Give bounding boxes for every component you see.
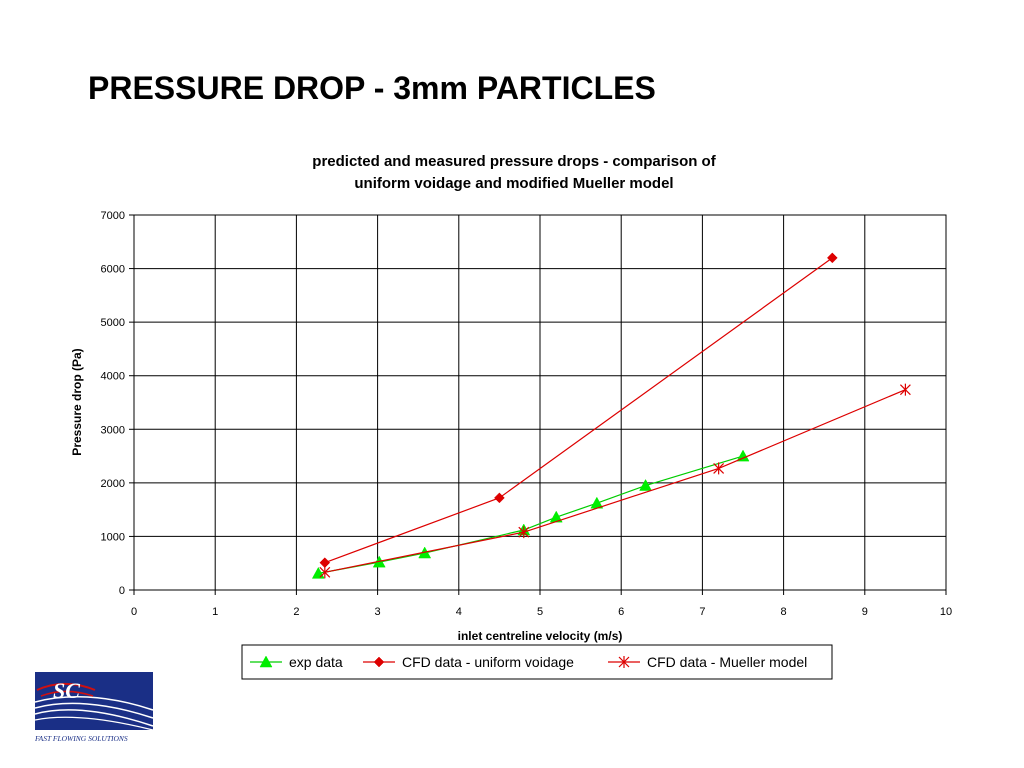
- chart-title-line-2: uniform voidage and modified Mueller mod…: [354, 175, 673, 192]
- legend-entry-diamond: CFD data - uniform voidage: [363, 654, 574, 670]
- logo-sc-mark: SC: [53, 678, 80, 703]
- y-tick-label: 5000: [101, 317, 125, 329]
- legend-marker-triangle: [259, 655, 273, 668]
- legend-entry-asterisk: CFD data - Mueller model: [608, 654, 807, 670]
- y-tick-label: 4000: [101, 371, 125, 383]
- y-tick-label: 6000: [101, 264, 125, 276]
- y-tick-label: 7000: [101, 210, 125, 222]
- data-point-asterisk: [518, 526, 530, 539]
- company-logo: SC FAST FLOWING SOLUTIONS: [35, 672, 154, 743]
- y-axis-label: Pressure drop (Pa): [70, 348, 84, 455]
- x-tick-label: 5: [537, 606, 543, 618]
- data-point-diamond: [826, 252, 838, 264]
- data-point-triangle: [736, 449, 750, 462]
- slide-title: PRESSURE DROP - 3mm PARTICLES: [88, 70, 656, 106]
- logo-caption: FAST FLOWING SOLUTIONS: [35, 734, 128, 743]
- series-asterisk: [319, 383, 911, 579]
- x-tick-label: 3: [375, 606, 381, 618]
- legend-marker-diamond: [373, 656, 385, 668]
- legend-box: [241, 644, 833, 680]
- x-tick-label: 8: [781, 606, 787, 618]
- data-point-asterisk: [713, 462, 725, 475]
- x-tick-label: 0: [131, 606, 137, 618]
- series-layer: [311, 252, 911, 579]
- legend-label: CFD data - uniform voidage: [402, 654, 574, 670]
- y-tick-label: 0: [119, 585, 125, 597]
- y-tick-label: 3000: [101, 424, 125, 436]
- y-tick-label: 2000: [101, 478, 125, 490]
- data-point-asterisk: [319, 566, 331, 579]
- y-tick-label: 1000: [101, 531, 125, 543]
- legend: exp data CFD data - uniform voidage CFD da…: [241, 644, 833, 680]
- x-tick-label: 9: [862, 606, 868, 618]
- x-axis-label: inlet centreline velocity (m/s): [458, 629, 623, 643]
- series-diamond: [319, 252, 838, 569]
- legend-marker-asterisk: [618, 656, 630, 668]
- x-tick-label: 1: [212, 606, 218, 618]
- series-line-asterisk: [324, 389, 906, 573]
- legend-label: exp data: [289, 654, 343, 670]
- x-tick-label: 2: [293, 606, 299, 618]
- legend-label: CFD data - Mueller model: [647, 654, 807, 670]
- x-tick-label: 6: [618, 606, 624, 618]
- x-tick-label: 10: [940, 606, 952, 618]
- data-point-diamond: [494, 492, 505, 504]
- x-tick-labels: 0 1 2 3 4 5 6 7 8 9 10: [131, 606, 952, 618]
- chart-title-line-1: predicted and measured pressure drops - …: [312, 153, 716, 170]
- x-tick-label: 7: [699, 606, 705, 618]
- x-tick-label: 4: [456, 606, 462, 618]
- data-point-triangle: [639, 479, 652, 491]
- legend-entry-triangle: exp data: [250, 654, 343, 670]
- y-tick-labels: 0 1000 2000 3000 4000 5000 6000 7000: [101, 210, 125, 597]
- plot-border: [133, 214, 947, 591]
- series-line-triangle: [318, 455, 744, 574]
- data-point-asterisk: [899, 383, 911, 396]
